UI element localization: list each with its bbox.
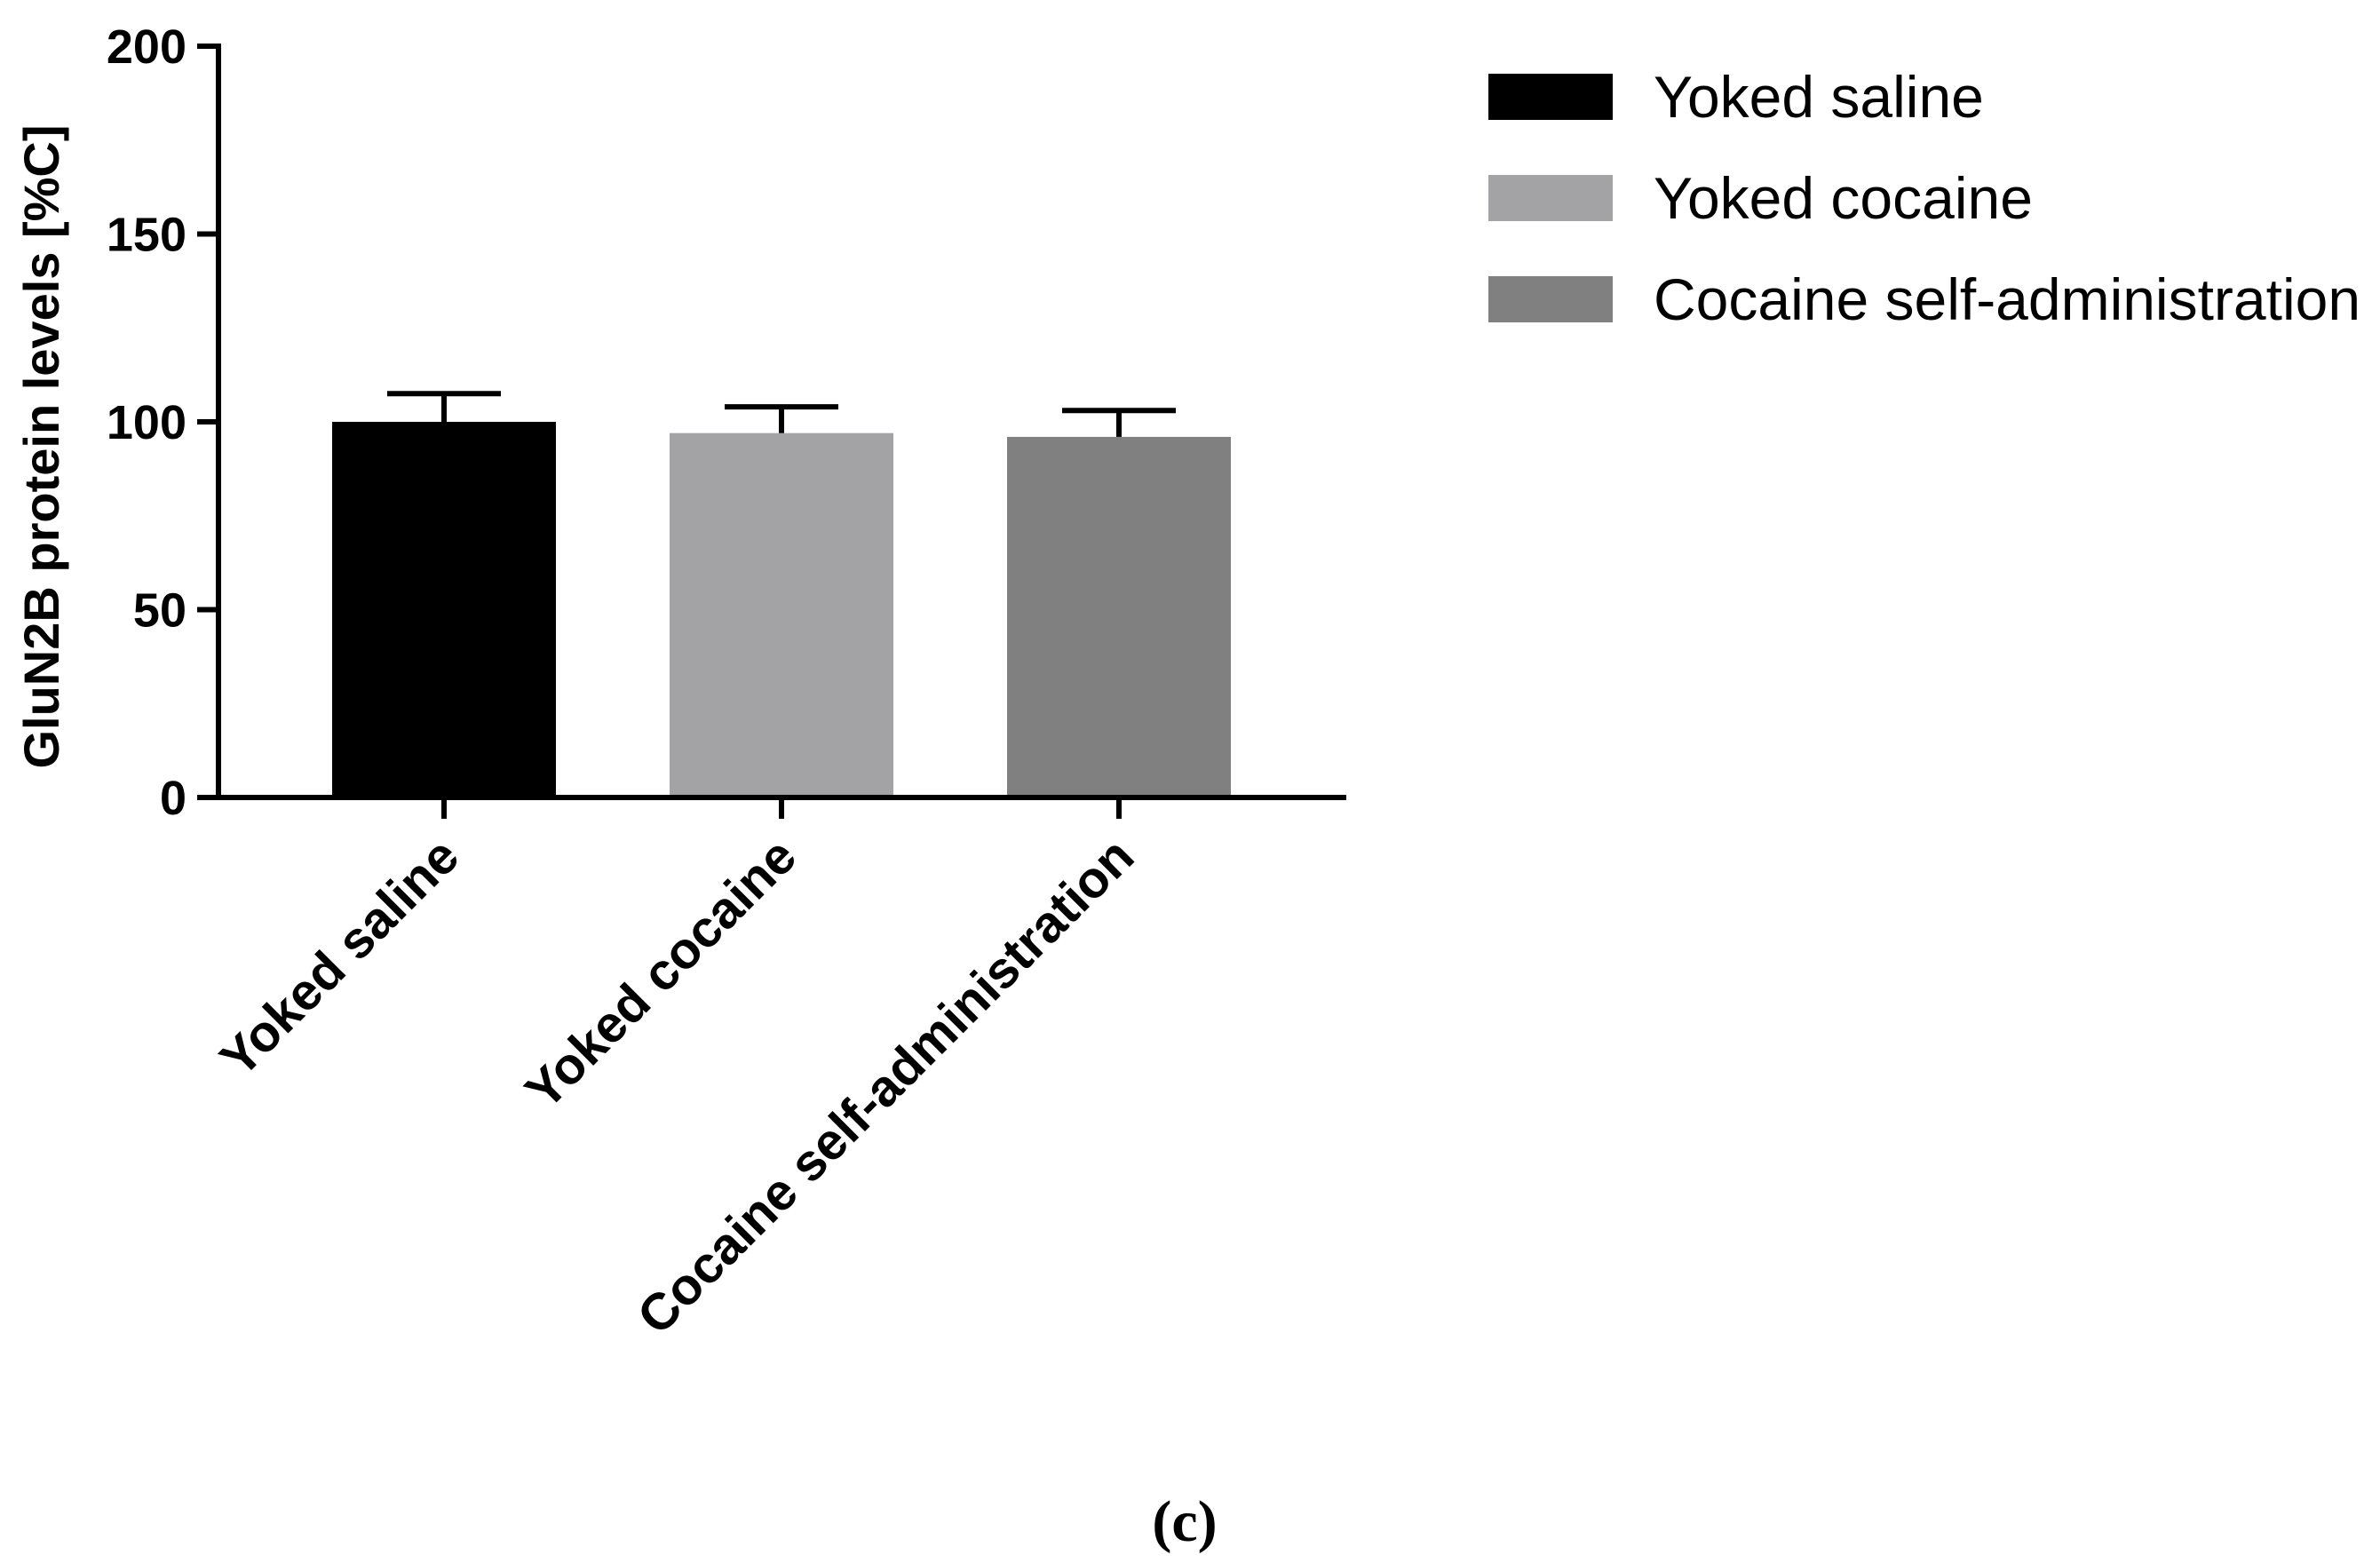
legend-swatch (1488, 276, 1613, 322)
y-tick-label: 50 (133, 584, 186, 638)
legend-entry-label: Cocaine self-administration (1654, 266, 2360, 332)
x-tick-label: Yoked saline (210, 827, 471, 1088)
y-ticks: 0 50 100 150 200 (107, 20, 218, 825)
bars (332, 391, 1231, 797)
legend: Yoked saline Yoked cocaine Cocaine self-ad… (1488, 64, 2360, 332)
legend-entry-label: Yoked cocaine (1654, 165, 2033, 231)
y-tick-label: 200 (107, 20, 186, 74)
x-tick-label: Yoked cocaine (514, 827, 807, 1120)
panel-label: (c) (1152, 1489, 1217, 1554)
bar (670, 432, 893, 797)
y-tick-label: 150 (107, 209, 186, 262)
y-tick-label: 0 (160, 772, 186, 825)
legend-swatch (1488, 74, 1613, 120)
y-axis-title: GluN2B protein levels [%C] (13, 124, 69, 768)
y-tick-label: 100 (107, 396, 186, 449)
legend-entry-label: Yoked saline (1654, 64, 1984, 130)
bar (332, 422, 556, 797)
legend-swatch (1488, 175, 1613, 221)
bar (1007, 436, 1231, 797)
